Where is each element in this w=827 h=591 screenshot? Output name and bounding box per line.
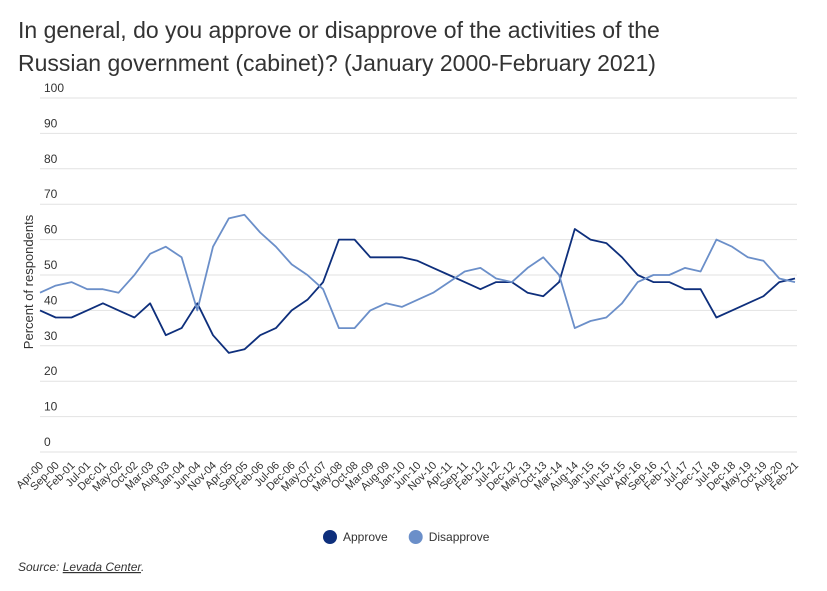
y-tick-label: 30: [44, 329, 58, 343]
y-tick-label: 0: [44, 435, 51, 449]
legend-label: Approve: [343, 530, 388, 544]
y-tick-label: 100: [44, 81, 64, 95]
y-tick-label: 80: [44, 152, 58, 166]
line-approve: [39, 228, 796, 354]
source-label: Source:: [18, 560, 59, 574]
y-tick-label: 10: [44, 400, 58, 414]
y-tick-label: 40: [44, 293, 58, 307]
y-tick-label: 20: [44, 364, 58, 378]
y-tick-label: 70: [44, 187, 58, 201]
legend-marker: [323, 530, 337, 544]
source: Source: Levada Center.: [18, 560, 144, 574]
chart-title: In general, do you approve or disapprove…: [18, 17, 660, 76]
y-axis-label: Percent of respondents: [21, 214, 36, 349]
source-link[interactable]: Levada Center: [63, 560, 143, 574]
y-tick-label: 90: [44, 116, 58, 130]
y-tick-label: 60: [44, 223, 58, 237]
source-end: .: [141, 560, 144, 574]
legend-label: Disapprove: [429, 530, 490, 544]
y-tick-label: 50: [44, 258, 58, 272]
line-disapprove: [39, 213, 796, 329]
legend-marker: [408, 530, 423, 544]
